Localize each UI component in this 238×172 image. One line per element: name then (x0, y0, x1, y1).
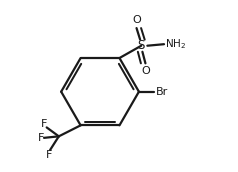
Text: Br: Br (156, 87, 169, 97)
Text: NH$_2$: NH$_2$ (165, 37, 187, 51)
Text: O: O (141, 66, 150, 76)
Text: F: F (41, 119, 48, 129)
Text: O: O (132, 15, 141, 25)
Text: F: F (46, 150, 52, 160)
Text: S: S (138, 39, 145, 52)
Text: F: F (38, 133, 44, 143)
